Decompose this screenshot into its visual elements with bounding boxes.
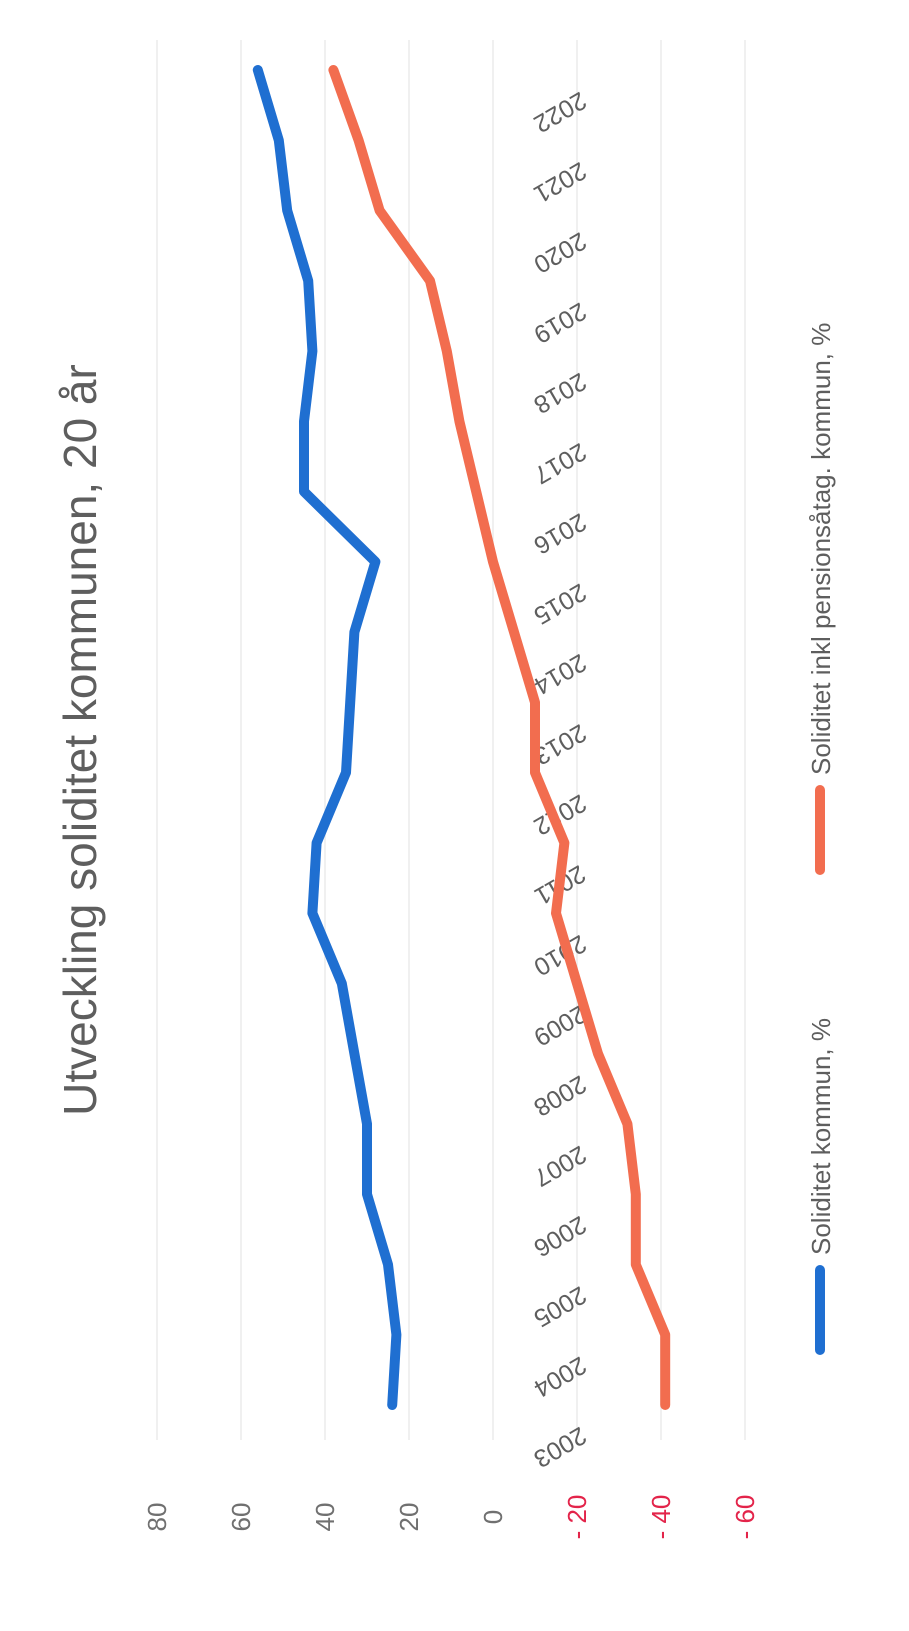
series-lines [252,65,671,1410]
legend-label: Soliditet kommun, % [806,1018,836,1255]
x-tick-label: 2021 [529,156,591,208]
x-tick-label: 2007 [529,1140,591,1192]
y-tick-label: 80 [142,1503,172,1532]
legend-label: Soliditet inkl pensionsåtag. kommun, % [806,323,836,775]
x-tick-label: 2006 [529,1210,591,1262]
x-tick-label: 2014 [529,648,591,700]
chart-title: Utveckling soliditet kommunen, 20 år [54,364,106,1116]
y-tick-label: 60 [226,1503,256,1532]
y-tick-label: - 60 [730,1495,760,1540]
x-tick-label: 2003 [529,1421,591,1473]
y-tick-label: 40 [310,1503,340,1532]
x-tick-label: 2020 [529,226,591,278]
y-axis-ticks: 80 60 40 20 0 - 20 - 40 - 60 [142,1495,760,1540]
x-tick-label: 2005 [529,1280,591,1332]
series-soliditet-inkl-pension-line [328,65,671,1410]
x-tick-label: 2019 [529,297,591,349]
y-tick-label: - 40 [646,1495,676,1540]
x-tick-label: 2017 [529,437,591,489]
legend: Soliditet kommun, % Soliditet inkl pensio… [806,323,836,1355]
x-tick-label: 2016 [529,507,591,559]
gridlines [156,40,746,1440]
y-tick-label: - 20 [562,1495,592,1540]
series-soliditet-line [252,65,402,1410]
y-tick-label: 20 [394,1503,424,1532]
x-tick-label: 2015 [529,578,591,630]
x-tick-label: 2004 [529,1351,591,1403]
x-tick-label: 2008 [529,1070,591,1122]
y-tick-label: 0 [478,1510,508,1524]
x-tick-label: 2018 [529,367,591,419]
x-tick-label: 2022 [529,86,591,138]
